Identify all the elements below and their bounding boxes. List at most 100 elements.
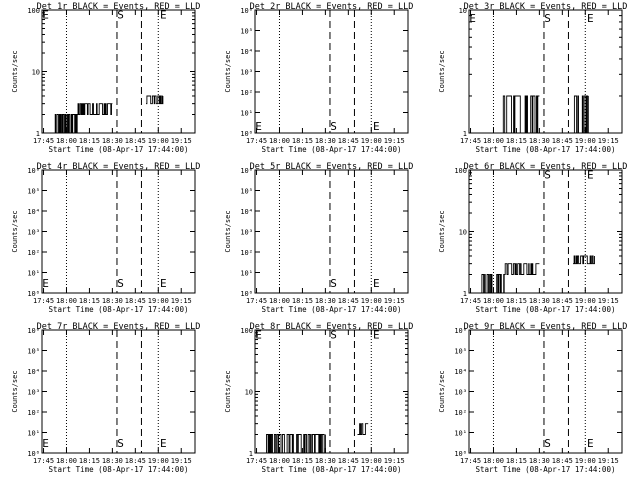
y-tick-label: 10² (454, 409, 467, 417)
y-axis-label: Counts/sec (224, 210, 232, 252)
y-axis-label: Counts/sec (224, 370, 232, 412)
x-axis-label: Start Time (08-Apr-17 17:44:00) (476, 305, 616, 314)
panel-title: Det 1r BLACK = Events, RED = LLD (37, 2, 201, 12)
x-tick-label: 18:45 (125, 137, 146, 145)
marker-label-e: E (587, 168, 594, 181)
x-tick-label: 19:15 (171, 137, 192, 145)
y-tick-label: 1 (463, 130, 467, 138)
marker-label-e: E (373, 120, 380, 133)
panel-title: Det 9r BLACK = Events, RED = LLD (464, 322, 628, 332)
x-tick-label: 18:45 (552, 457, 573, 465)
y-axis-label: Counts/sec (438, 210, 446, 252)
events-series-line (357, 423, 369, 435)
y-axis-label: Counts/sec (11, 210, 19, 252)
y-tick-label: 10² (27, 249, 40, 257)
x-tick-label: 18:15 (506, 137, 527, 145)
y-tick-label: 10⁰ (27, 450, 40, 458)
x-tick-label: 19:00 (148, 457, 169, 465)
x-tick-label: 18:45 (338, 137, 359, 145)
marker-label-e: E (373, 328, 380, 341)
x-tick-label: 18:00 (269, 137, 290, 145)
x-tick-label: 19:15 (598, 137, 619, 145)
marker-label-e: E (42, 277, 49, 290)
y-tick-label: 10² (240, 89, 253, 97)
y-tick-label: 10⁴ (454, 368, 467, 376)
y-tick-label: 100 (454, 167, 467, 175)
marker-label-e: E (160, 437, 167, 450)
x-tick-label: 19:00 (575, 297, 596, 305)
x-tick-label: 17:45 (33, 297, 54, 305)
panel-title: Det 5r BLACK = Events, RED = LLD (250, 162, 414, 172)
y-tick-label: 10¹ (240, 110, 253, 118)
y-tick-label: 10¹ (27, 430, 40, 438)
x-tick-label: 18:15 (79, 297, 100, 305)
x-tick-label: 18:00 (56, 457, 77, 465)
x-tick-label: 18:15 (292, 457, 313, 465)
marker-label-s: S (330, 328, 337, 341)
x-tick-label: 19:00 (575, 137, 596, 145)
x-tick-label: 19:15 (384, 297, 405, 305)
events-series-line (502, 95, 540, 134)
x-axis-label: Start Time (08-Apr-17 17:44:00) (262, 305, 402, 314)
x-tick-label: 18:30 (102, 457, 123, 465)
x-axis-label: Start Time (08-Apr-17 17:44:00) (476, 145, 616, 154)
x-tick-label: 18:00 (483, 457, 504, 465)
x-tick-label: 18:15 (506, 297, 527, 305)
x-axis-label: Start Time (08-Apr-17 17:44:00) (49, 145, 189, 154)
y-tick-label: 10¹ (27, 270, 40, 278)
plot-frame (41, 169, 196, 294)
x-tick-label: 17:45 (460, 137, 481, 145)
y-tick-label: 10⁰ (454, 450, 467, 458)
panel-det-7r: Det 7r BLACK = Events, RED = LLD 10⁰ 10¹ 10… (11, 322, 200, 474)
y-tick-label: 100 (27, 7, 40, 15)
x-tick-label: 19:00 (361, 297, 382, 305)
marker-label-s: S (117, 437, 124, 450)
panel-title: Det 3r BLACK = Events, RED = LLD (464, 2, 628, 12)
x-tick-label: 19:15 (384, 137, 405, 145)
panel-det-5r: Det 5r BLACK = Events, RED = LLD 10⁰ 10¹ 10… (224, 162, 413, 314)
panel-det-6r: Det 6r BLACK = Events, RED = LLD 1 10 100 17… (438, 162, 627, 314)
x-tick-label: 18:45 (338, 457, 359, 465)
marker-label-e: E (160, 277, 167, 290)
y-tick-label: 10¹ (240, 270, 253, 278)
x-tick-label: 18:30 (102, 297, 123, 305)
marker-label-s: S (117, 277, 124, 290)
marker-label-s: S (330, 120, 337, 133)
marker-label-s: S (544, 168, 551, 181)
y-axis-label: Counts/sec (438, 50, 446, 92)
plot-frame (41, 329, 196, 454)
events-series-line (146, 95, 164, 105)
y-tick-label: 10³ (240, 69, 253, 77)
panel-title: Det 2r BLACK = Events, RED = LLD (250, 2, 414, 12)
y-tick-label: 10⁴ (27, 368, 40, 376)
panel-title: Det 8r BLACK = Events, RED = LLD (250, 322, 414, 332)
plot-frame (468, 329, 623, 454)
y-tick-label: 10⁵ (240, 28, 253, 36)
marker-label-e: E (469, 12, 476, 25)
y-tick-label: 10¹ (454, 430, 467, 438)
y-tick-label: 10⁶ (27, 167, 40, 175)
marker-label-e: E (373, 277, 380, 290)
x-tick-label: 18:00 (483, 297, 504, 305)
marker-label-e: E (255, 120, 262, 133)
x-tick-label: 19:15 (171, 457, 192, 465)
y-tick-label: 10⁴ (27, 208, 40, 216)
y-tick-label: 10⁰ (240, 130, 253, 138)
y-axis-label: Counts/sec (11, 50, 19, 92)
panel-det-9r: Det 9r BLACK = Events, RED = LLD 10⁰ 10¹ 10… (438, 322, 627, 474)
events-series-line (573, 95, 589, 134)
x-tick-label: 18:30 (529, 137, 550, 145)
y-tick-label: 10 (245, 389, 253, 397)
x-tick-label: 19:00 (148, 297, 169, 305)
y-tick-label: 10⁴ (240, 48, 253, 56)
panel-det-3r: Det 3r BLACK = Events, RED = LLD 1 10 17:45… (438, 2, 627, 154)
events-series-line (77, 103, 113, 115)
x-tick-label: 18:45 (338, 297, 359, 305)
x-tick-label: 18:00 (56, 137, 77, 145)
events-series-line (265, 434, 326, 454)
x-tick-label: 19:15 (171, 297, 192, 305)
y-tick-label: 1 (463, 290, 467, 298)
y-axis-label: Counts/sec (11, 370, 19, 412)
x-tick-label: 18:30 (315, 297, 336, 305)
x-tick-label: 17:45 (33, 137, 54, 145)
